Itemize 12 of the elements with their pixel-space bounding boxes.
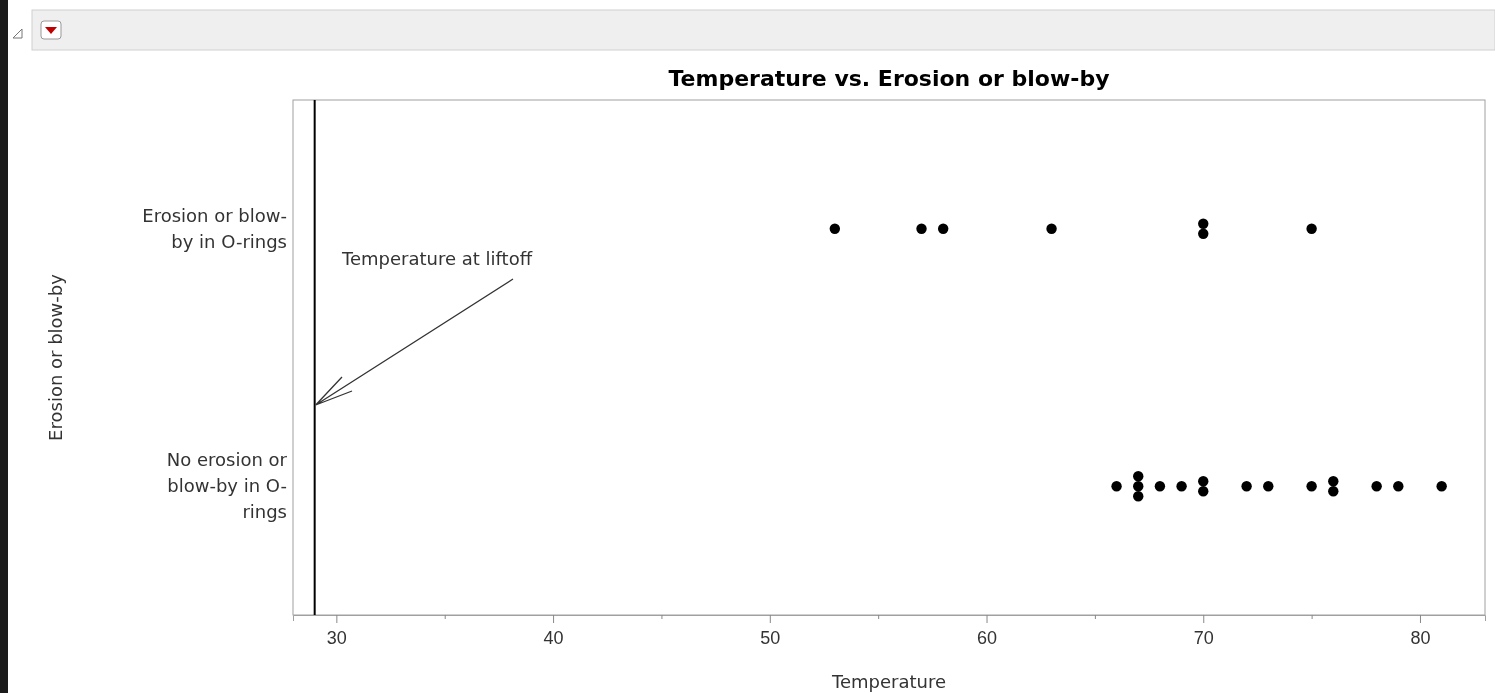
x-tick-label: 70	[1193, 627, 1214, 648]
x-tick-label: 80	[1410, 627, 1431, 648]
x-tick-label: 40	[543, 627, 564, 648]
y-tick-label: No erosion or blow-by in O-rings	[166, 449, 288, 523]
x-tick-label: 50	[760, 627, 781, 648]
y-tick-label: Erosion or blow-by in O-rings	[142, 204, 287, 252]
chart-title: Temperature vs. Erosion or blow-by	[668, 66, 1110, 91]
y-axis-title: Erosion or blow-by	[45, 273, 66, 441]
x-tick-label: 60	[977, 627, 998, 648]
ref-line-label: Temperature at liftoff	[341, 248, 533, 269]
x-tick-label: 30	[326, 627, 347, 648]
x-axis-title: Temperature	[830, 671, 947, 692]
